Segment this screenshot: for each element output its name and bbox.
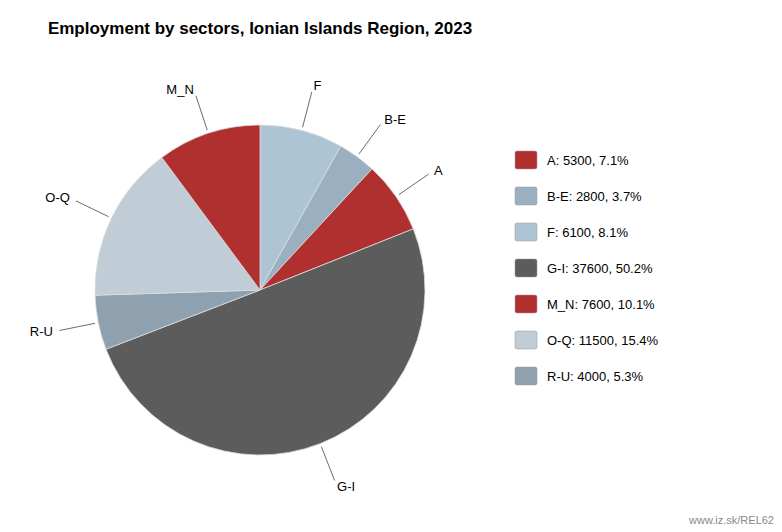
- slice: [162, 125, 260, 290]
- background: [0, 0, 782, 532]
- slice-label: A: [434, 163, 443, 178]
- leader-line: [303, 92, 312, 127]
- leader-line: [196, 96, 207, 130]
- legend-label: O-Q: 11500, 15.4%: [547, 333, 658, 348]
- leader-line: [59, 323, 95, 330]
- watermark: www.iz.sk/REL62: [688, 514, 774, 526]
- legend-swatch: [515, 367, 537, 385]
- legend-swatch: [515, 295, 537, 313]
- legend-label: M_N: 7600, 10.1%: [547, 297, 655, 312]
- legend-label: A: 5300, 7.1%: [547, 153, 629, 168]
- leader-line: [321, 447, 334, 481]
- legend-swatch: [515, 331, 537, 349]
- slice-label: M_N: [166, 82, 193, 97]
- slice-label: F: [313, 78, 321, 93]
- slice-label: B-E: [384, 112, 406, 127]
- legend-swatch: [515, 151, 537, 169]
- legend-label: G-I: 37600, 50.2%: [547, 261, 653, 276]
- leader-line: [359, 125, 380, 154]
- leader-line: [399, 174, 429, 195]
- chart: Employment by sectors, Ionian Islands Re…: [0, 0, 782, 532]
- legend-swatch: [515, 259, 537, 277]
- legend-label: B-E: 2800, 3.7%: [547, 189, 642, 204]
- legend-swatch: [515, 223, 537, 241]
- legend-label: F: 6100, 8.1%: [547, 225, 628, 240]
- slice-label: R-U: [30, 324, 53, 339]
- slice-labels: F B-E A G-I R-U O-Q M_N: [30, 78, 443, 494]
- slice-label: G-I: [337, 479, 355, 494]
- slices: [95, 125, 425, 455]
- slice: [95, 290, 260, 349]
- legend-label: R-U: 4000, 5.3%: [547, 369, 644, 384]
- slice-label: O-Q: [45, 190, 70, 205]
- leader-line: [76, 201, 109, 217]
- legend: A: 5300, 7.1% B-E: 2800, 3.7% F: 6100, 8.1…: [515, 151, 658, 385]
- title: Employment by sectors, Ionian Islands Re…: [48, 19, 472, 38]
- legend-swatch: [515, 187, 537, 205]
